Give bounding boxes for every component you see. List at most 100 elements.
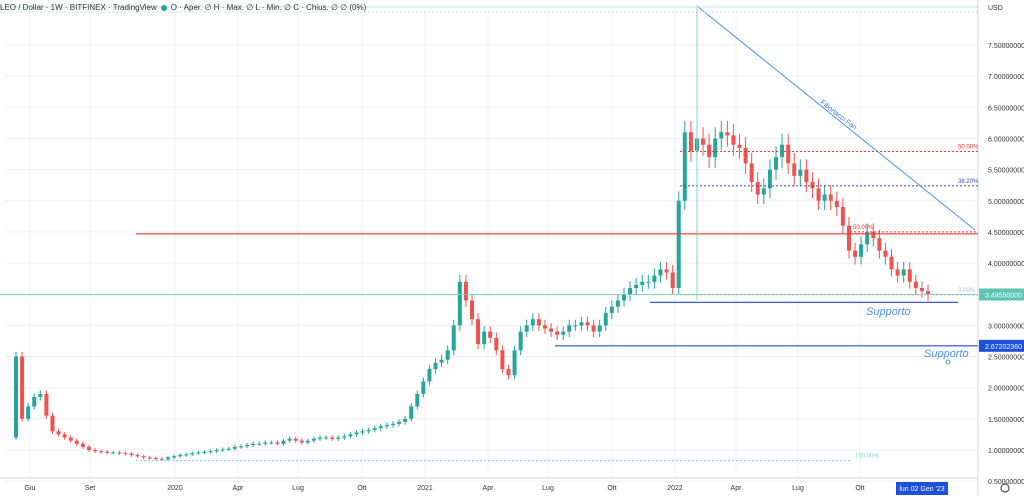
candle-body <box>901 269 906 276</box>
candle-body <box>93 450 98 452</box>
candle-body <box>743 147 748 164</box>
y-tick-label: 6.00000000 <box>988 136 1024 143</box>
candle-body <box>816 188 821 201</box>
candle-body <box>415 393 420 407</box>
candle-body <box>853 250 858 257</box>
gear-icon <box>1000 483 1010 493</box>
candle-body <box>682 132 687 201</box>
candle-body <box>178 454 183 457</box>
candle-body <box>652 275 657 282</box>
x-tick-label: 2020 <box>167 485 183 492</box>
candle-body <box>676 200 681 288</box>
candle-body <box>664 269 669 273</box>
candle-body <box>26 406 31 419</box>
x-tick-label: 2021 <box>417 485 433 492</box>
candle-body <box>658 269 663 276</box>
candle-body <box>56 431 61 435</box>
fibonacci-fan-label: Fibonacci Fan <box>819 99 858 132</box>
candle-body <box>628 288 633 295</box>
supporto-label-1: Supporto <box>866 306 911 318</box>
candle-body <box>390 423 395 426</box>
time-axis[interactable]: Giu Set 2020 Apr Lug Ott 2021 Apr Lug Ott 2022 Apr L… <box>25 482 1010 495</box>
candle-body <box>780 144 785 158</box>
candle-body <box>80 443 85 447</box>
candle-body <box>919 288 924 292</box>
fibonacci-fan-line <box>696 5 976 231</box>
candle-body <box>403 418 408 422</box>
candle-body <box>755 182 760 195</box>
candle-body <box>615 300 620 307</box>
fib-level-label: 100.00% <box>855 454 879 460</box>
candle-body <box>597 325 602 332</box>
candle-body <box>208 451 213 453</box>
x-tick-label: Giu <box>25 485 36 492</box>
candle-body <box>372 428 377 431</box>
status-dot-icon <box>160 4 167 11</box>
x-tick-label: Lug <box>292 485 304 492</box>
candle-body <box>530 319 535 326</box>
candle-body <box>20 356 25 419</box>
candle-body <box>883 250 888 257</box>
symbol-label[interactable]: LEO / Dollar · 1W · BITFINEX · TradingVi… <box>0 3 157 12</box>
y-tick-label: 4.00000000 <box>988 261 1024 268</box>
candle-body <box>859 244 864 257</box>
candle-body <box>318 437 322 439</box>
candle-body <box>670 272 675 288</box>
date-badge: lun 02 Gen '23 <box>899 486 944 493</box>
candle-body <box>14 356 18 438</box>
date-badge-bg <box>896 482 948 495</box>
candle-body <box>305 440 310 443</box>
drawing-overlays: 50.00% 38.20% 50.00% 0.00% 100.00% Fibonacci … <box>0 5 979 462</box>
x-tick-label: Lug <box>792 485 804 492</box>
candle-body <box>360 431 365 433</box>
candle-body <box>810 182 815 189</box>
candle-body <box>488 331 493 338</box>
y-tick-label: 6.50000000 <box>988 105 1024 112</box>
candle-body <box>44 393 49 416</box>
candle-body <box>731 135 736 145</box>
candle-body <box>50 415 55 432</box>
candle-body <box>591 325 596 332</box>
candle-body <box>463 281 468 301</box>
candle-body <box>707 144 712 158</box>
candle-body <box>184 454 189 456</box>
supporto-label-2: Supporto <box>924 348 969 360</box>
candle-body <box>561 331 566 335</box>
candle-body <box>725 132 730 136</box>
candle-body <box>767 169 772 189</box>
price-axis[interactable]: 7.50000000 7.00000000 6.50000000 6.00000000… <box>979 5 1024 486</box>
candle-body <box>397 421 402 424</box>
fib-level-label: 50.00% <box>958 145 979 151</box>
candle-body <box>275 442 280 444</box>
x-tick-label: Ott <box>357 485 366 492</box>
candle-body <box>433 362 438 369</box>
candle-body <box>470 300 474 320</box>
candle-body <box>713 138 718 158</box>
candle-body <box>634 284 639 288</box>
candle-body <box>871 231 876 239</box>
candle-body <box>141 456 146 458</box>
candle-body <box>792 163 797 176</box>
y-tick-label: 2.50000000 <box>988 355 1024 362</box>
y-tick-label: 2.00000000 <box>988 386 1024 393</box>
fib-level-label: 38.20% <box>958 179 979 185</box>
candle-body <box>214 450 219 452</box>
candle-body <box>111 452 116 454</box>
candle-body <box>147 457 152 459</box>
currency-label: USD <box>988 5 1003 12</box>
candle-body <box>840 207 845 226</box>
candle-body <box>622 294 626 301</box>
candle-body <box>542 325 547 329</box>
candle-body <box>476 319 481 345</box>
x-tick-label: Ott <box>855 485 864 492</box>
candle-body <box>494 337 499 351</box>
candle-body <box>451 325 456 351</box>
candle-body <box>536 319 541 326</box>
candle-body <box>68 437 73 441</box>
candle-body <box>506 369 511 376</box>
candle-body <box>889 256 894 270</box>
support-price-badge: 2.67202360 <box>985 344 1022 351</box>
candle-body <box>348 434 353 437</box>
y-tick-label: 1.00000000 <box>988 448 1024 455</box>
